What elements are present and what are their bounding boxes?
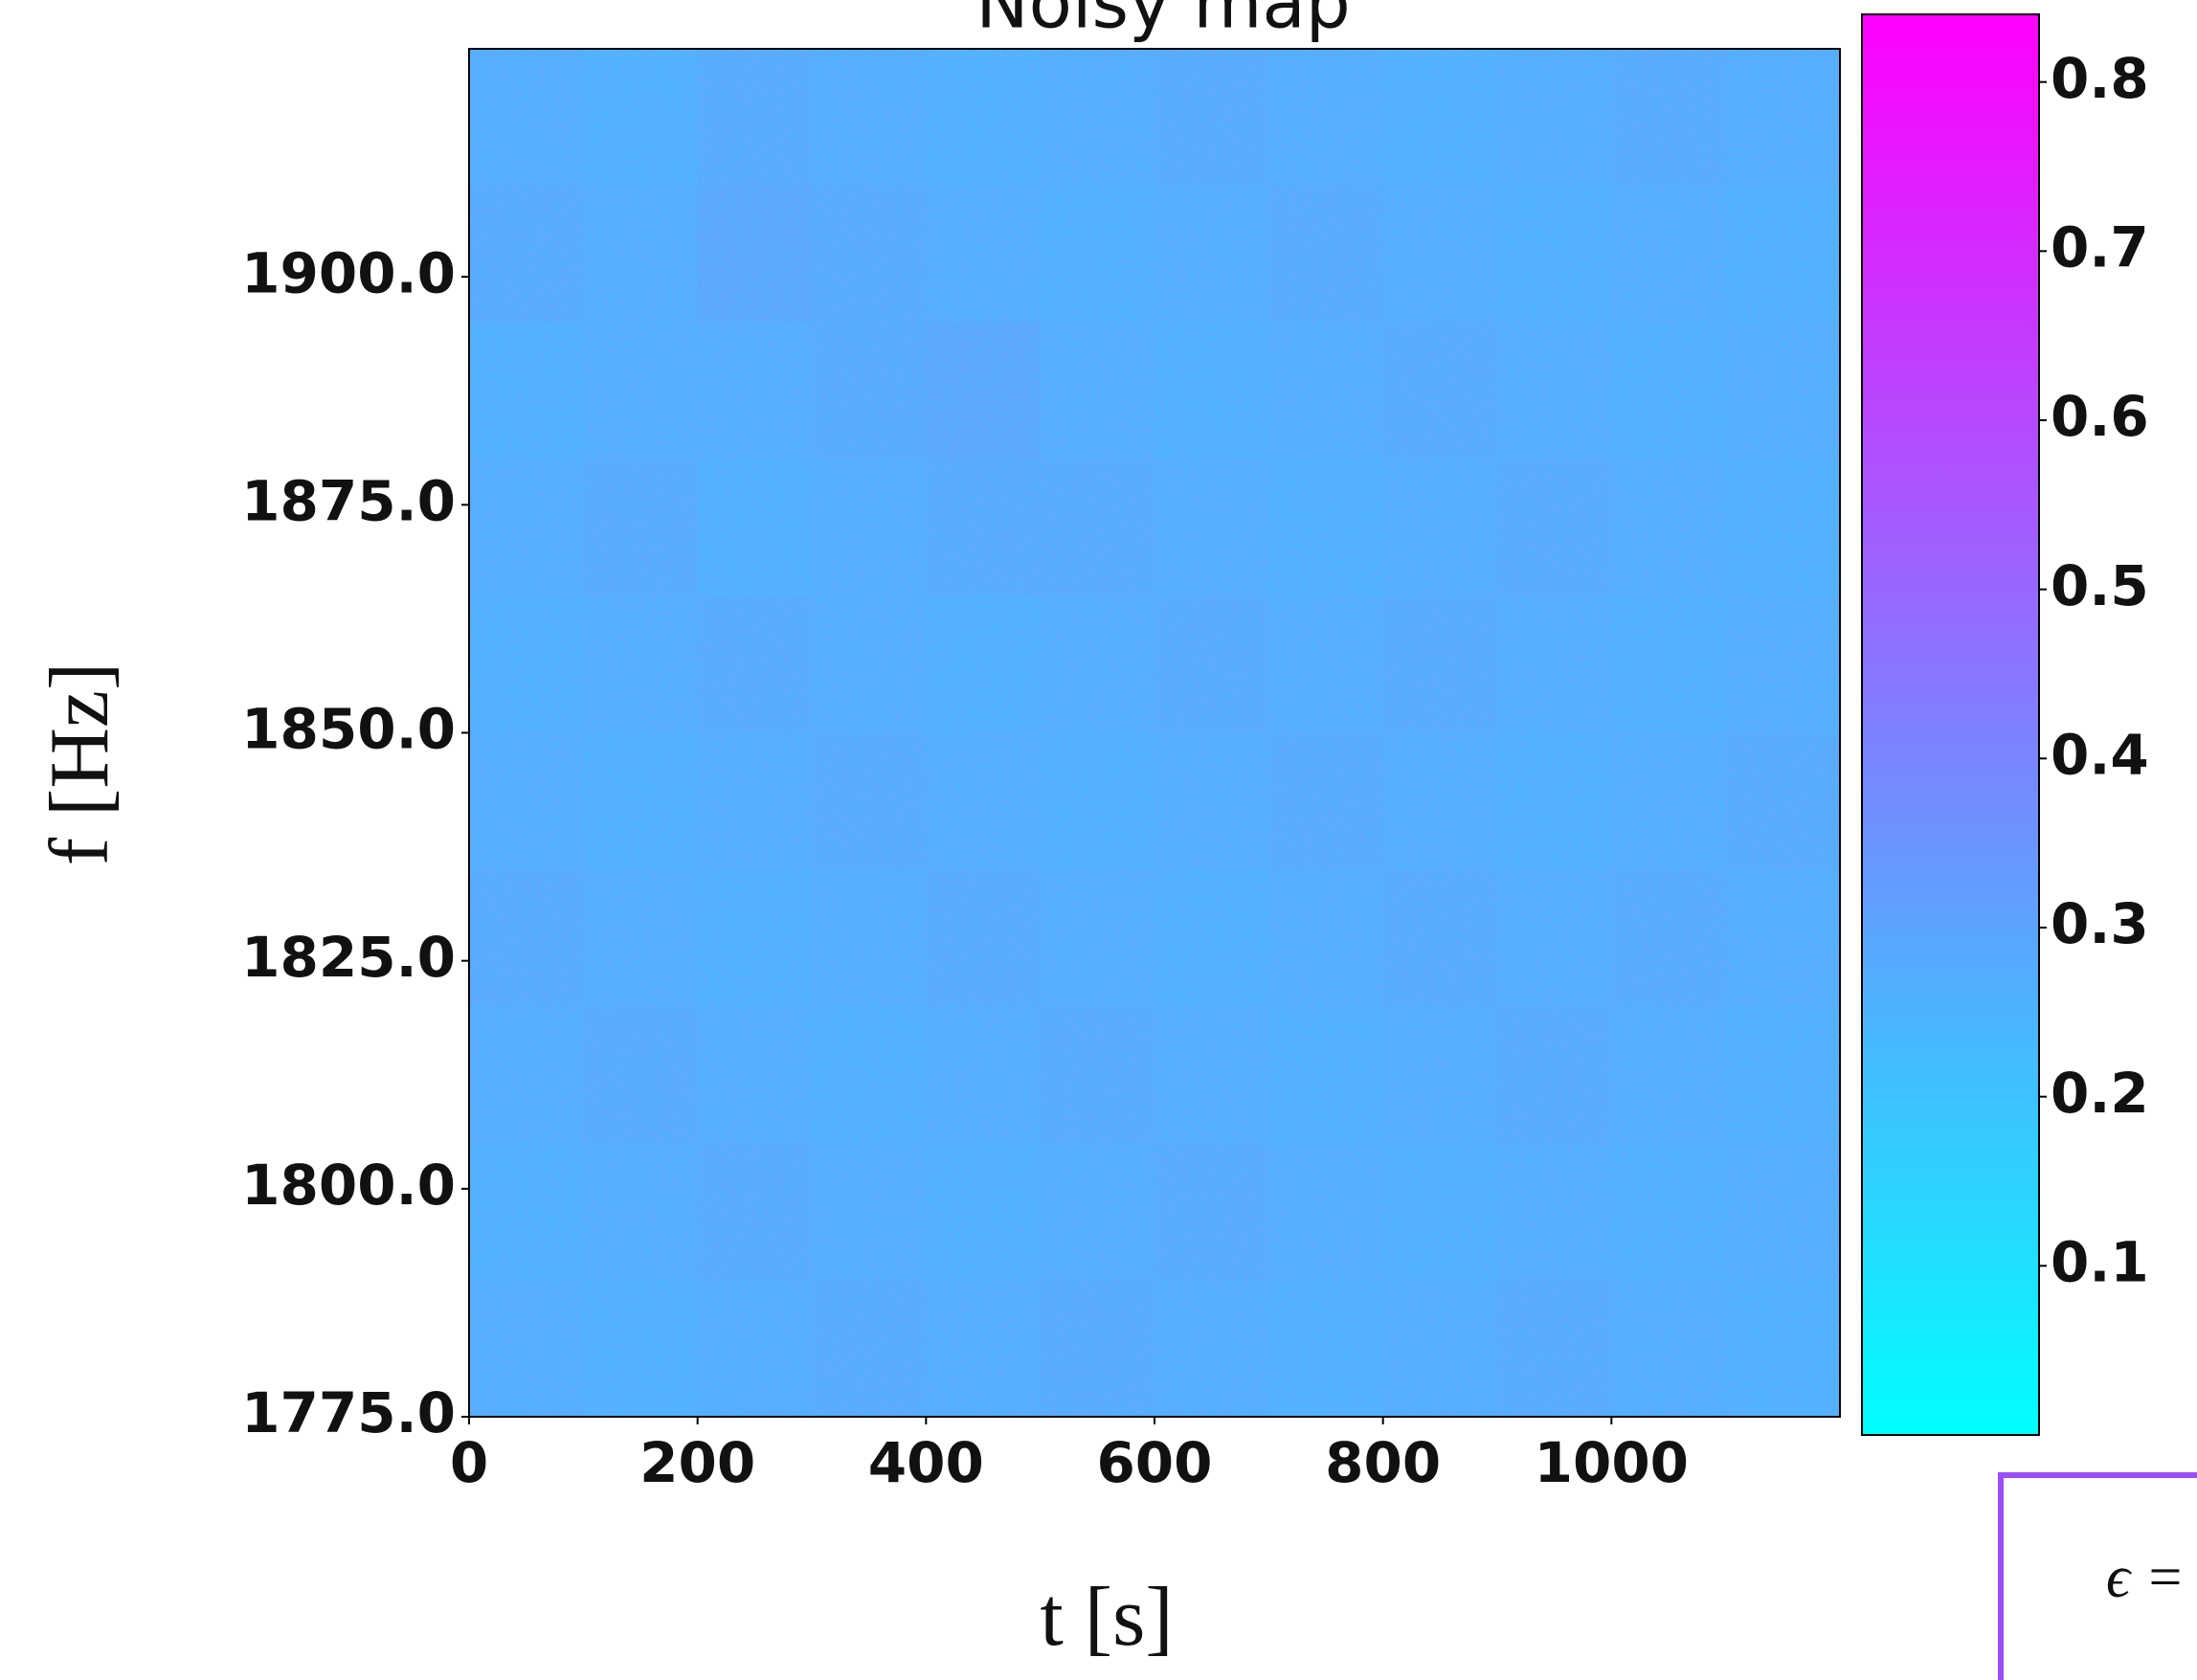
x-tick-label: 1000 [1535,1430,1689,1495]
colorbar-tick-label: 0.1 [2051,1229,2149,1294]
annotation: ϵ = [2106,1545,2185,1610]
y-tick-label: 1825.0 [241,925,456,990]
y-tick-label: 1900.0 [241,240,456,305]
colorbar-tick-label: 0.2 [2051,1061,2149,1126]
colorbar-tick-label: 0.6 [2051,384,2149,449]
colorbar-tick-label: 0.7 [2051,214,2149,280]
x-axis-label: t [s] [1040,1571,1173,1664]
colorbar-tick-label: 0.5 [2051,553,2149,618]
x-tick-label: 0 [450,1430,488,1495]
x-tick-label: 800 [1325,1430,1441,1495]
annotation-box [1998,1472,2197,1680]
colorbar-tick-label: 0.8 [2051,46,2149,111]
y-tick-label: 1875.0 [241,468,456,533]
x-tick-label: 600 [1096,1430,1212,1495]
chart-title: Noisy map [975,0,1350,45]
y-axis-label: f [Hz] [34,662,126,866]
y-tick-label: 1775.0 [241,1380,456,1445]
noise-texture [469,49,1840,1417]
colorbar [1861,13,2040,1436]
y-tick-label: 1800.0 [241,1153,456,1218]
colorbar-tick-label: 0.3 [2051,891,2149,956]
colorbar-tick-label: 0.4 [2051,722,2149,787]
y-tick-label: 1850.0 [241,697,456,762]
x-tick-label: 200 [639,1430,755,1495]
x-tick-label: 400 [868,1430,984,1495]
